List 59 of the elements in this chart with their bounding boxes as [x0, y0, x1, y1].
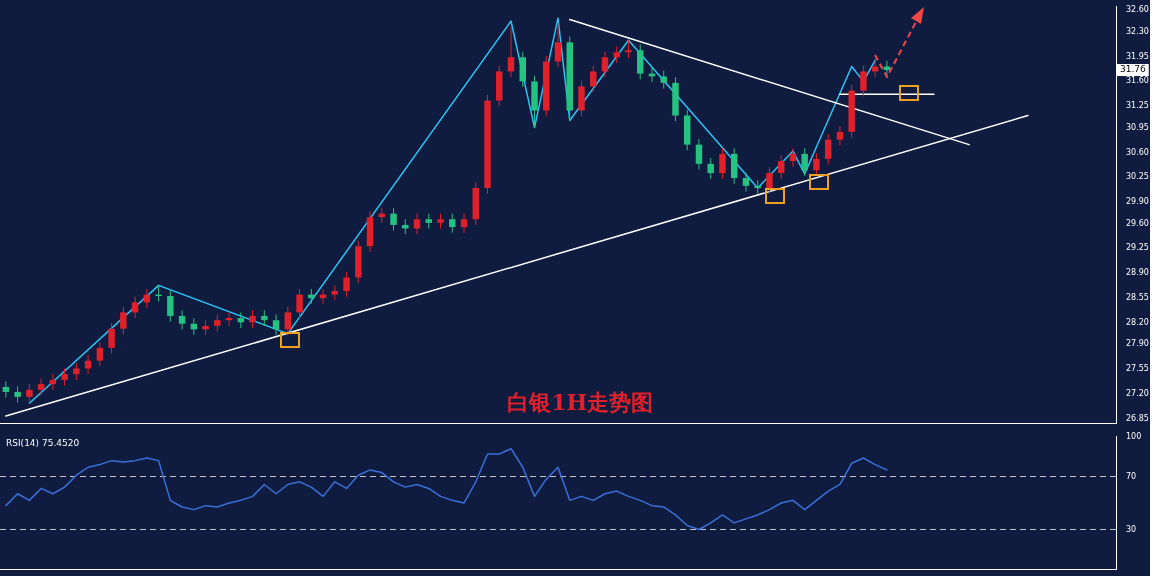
y-tick-label: 32.60	[1126, 5, 1149, 15]
y-tick-label: 29.90	[1126, 197, 1149, 207]
candlestick	[801, 147, 808, 177]
y-tick-label: 27.20	[1126, 389, 1149, 399]
candlestick	[707, 157, 714, 180]
candlestick	[695, 138, 703, 171]
candlestick	[178, 309, 186, 330]
candlestick	[860, 65, 867, 97]
candlestick	[460, 213, 468, 234]
chart-title: RSI(14) 75.4520	[6, 437, 80, 448]
candlestick	[2, 380, 10, 399]
y-tick-label: 31.25	[1126, 101, 1149, 111]
candlestick	[836, 125, 844, 146]
y-tick-label: 28.20	[1126, 318, 1149, 328]
y-tick-label: 30.95	[1126, 122, 1149, 132]
text: 白银1H走势图	[507, 388, 654, 415]
candlestick	[413, 213, 421, 235]
candlestick	[507, 25, 515, 78]
candlestick	[601, 51, 609, 78]
y-tick-label: 29.60	[1126, 218, 1149, 228]
y-tick-label: 30.60	[1126, 147, 1149, 157]
candlestick	[742, 171, 750, 193]
candlestick	[766, 166, 773, 195]
candlestick	[37, 377, 45, 396]
candlestick	[883, 60, 891, 77]
y-tick-label: 26.85	[1126, 414, 1149, 424]
candlestick	[284, 306, 292, 336]
candlestick	[813, 152, 820, 177]
y-tick-label: 28.55	[1126, 293, 1149, 303]
candlestick	[131, 296, 139, 319]
candlestick	[637, 43, 644, 80]
y-tick-label: 28.90	[1126, 268, 1149, 278]
candlestick	[449, 213, 456, 234]
candlestick	[108, 322, 115, 355]
candlestick	[272, 313, 280, 336]
y-tick-label: 29.25	[1126, 243, 1149, 253]
candlestick	[777, 154, 785, 180]
candlestick	[789, 147, 797, 168]
y-tick-label: 31.95	[1126, 51, 1149, 61]
y-tick-label: 30.25	[1126, 172, 1149, 182]
candlestick	[96, 341, 104, 367]
candlestick	[390, 207, 397, 232]
y-tick-label: 31.60	[1126, 76, 1149, 86]
candlestick	[554, 22, 562, 68]
candlestick	[296, 288, 303, 319]
y-tick-label: 32.30	[1126, 26, 1149, 36]
candlestick	[120, 306, 127, 335]
y-tick-label: 30	[1126, 524, 1137, 534]
annotation: 31.76	[1120, 64, 1147, 75]
candlestick	[26, 383, 33, 404]
candlestick	[590, 65, 597, 93]
candlestick	[824, 133, 832, 166]
y-tick-label: 70	[1126, 471, 1137, 481]
y-tick-label: 100	[1126, 431, 1142, 441]
y-tick-label: 27.90	[1126, 339, 1149, 349]
candlestick	[167, 289, 174, 323]
candlestick	[343, 271, 350, 298]
y-tick-label: 27.55	[1126, 364, 1149, 374]
candlestick	[719, 147, 726, 180]
